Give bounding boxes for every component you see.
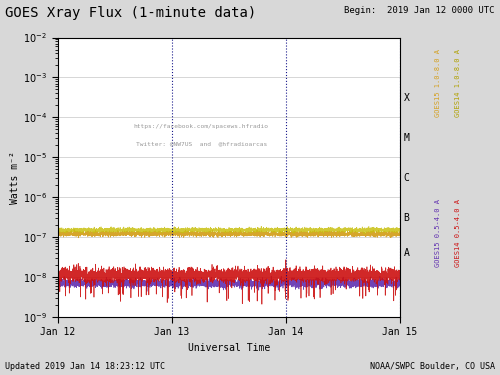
X-axis label: Universal Time: Universal Time bbox=[188, 343, 270, 353]
Text: GOES14 1.0-8.0 A: GOES14 1.0-8.0 A bbox=[454, 49, 460, 117]
Text: C: C bbox=[404, 173, 409, 183]
Text: https://facebook.com/spacews.hfradio: https://facebook.com/spacews.hfradio bbox=[134, 124, 269, 129]
Y-axis label: Watts m⁻²: Watts m⁻² bbox=[10, 151, 20, 204]
Text: M: M bbox=[404, 133, 409, 143]
Text: A: A bbox=[404, 248, 409, 258]
Text: Begin:  2019 Jan 12 0000 UTC: Begin: 2019 Jan 12 0000 UTC bbox=[344, 6, 495, 15]
Text: GOES15 0.5-4.0 A: GOES15 0.5-4.0 A bbox=[434, 199, 440, 267]
Text: GOES15 1.0-8.0 A: GOES15 1.0-8.0 A bbox=[434, 49, 440, 117]
Text: NOAA/SWPC Boulder, CO USA: NOAA/SWPC Boulder, CO USA bbox=[370, 362, 495, 371]
Text: Updated 2019 Jan 14 18:23:12 UTC: Updated 2019 Jan 14 18:23:12 UTC bbox=[5, 362, 165, 371]
Text: B: B bbox=[404, 213, 409, 223]
Text: GOES Xray Flux (1-minute data): GOES Xray Flux (1-minute data) bbox=[5, 6, 256, 20]
Text: GOES14 0.5-4.0 A: GOES14 0.5-4.0 A bbox=[454, 199, 460, 267]
Text: X: X bbox=[404, 93, 409, 103]
Text: Twitter: @NW7US  and  @hfradioarcas: Twitter: @NW7US and @hfradioarcas bbox=[136, 141, 267, 146]
